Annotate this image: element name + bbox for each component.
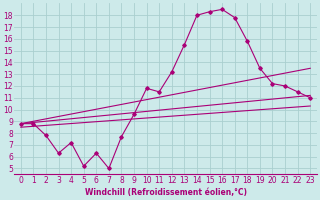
X-axis label: Windchill (Refroidissement éolien,°C): Windchill (Refroidissement éolien,°C) [84, 188, 246, 197]
